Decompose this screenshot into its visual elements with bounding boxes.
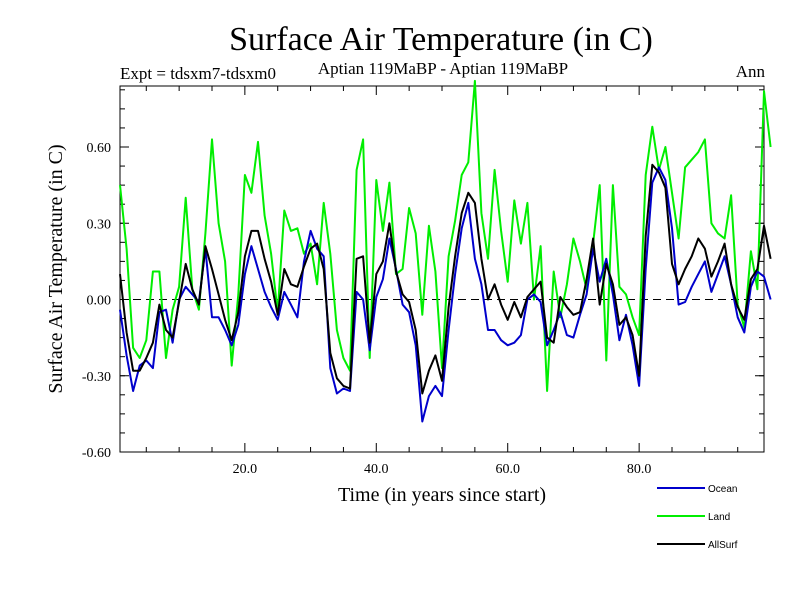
plot-frame <box>119 85 765 453</box>
x-axis-label: Time (in years since start) <box>338 484 546 506</box>
y-tick-label: -0.60 <box>82 446 111 461</box>
series-line-ocean <box>119 166 772 423</box>
series-lines <box>119 79 772 423</box>
series-line-land <box>119 79 772 392</box>
y-axis-label: Surface Air Temperature (in C) <box>45 144 67 393</box>
x-tick-label: 20.0 <box>233 462 258 477</box>
chart-title: Surface Air Temperature (in C) <box>229 21 653 58</box>
axis-ticks <box>120 86 764 453</box>
legend: Ocean Land AllSurf <box>657 484 738 551</box>
y-tick-label: -0.30 <box>82 370 111 385</box>
period-label: Aptian 119MaBP - Aptian 119MaBP <box>318 59 568 78</box>
x-tick-label: 80.0 <box>627 462 652 477</box>
y-tick-label: 0.00 <box>87 294 112 309</box>
series-line-allsurf <box>119 163 772 395</box>
x-tick-label: 60.0 <box>495 462 520 477</box>
y-tick-label: 0.30 <box>87 217 112 232</box>
x-tick-label: 40.0 <box>364 462 389 477</box>
legend-label-land: Land <box>708 512 730 523</box>
legend-label-allsurf: AllSurf <box>708 540 738 551</box>
experiment-label: Expt = tdsxm7-tdsxm0 <box>120 64 276 83</box>
y-tick-label: 0.60 <box>87 141 112 156</box>
axis-tick-labels: -0.60 -0.30 0.00 0.30 0.60 20.0 40.0 60.0 80.0 <box>82 141 652 477</box>
legend-label-ocean: Ocean <box>708 484 737 495</box>
season-label: Ann <box>736 62 766 81</box>
